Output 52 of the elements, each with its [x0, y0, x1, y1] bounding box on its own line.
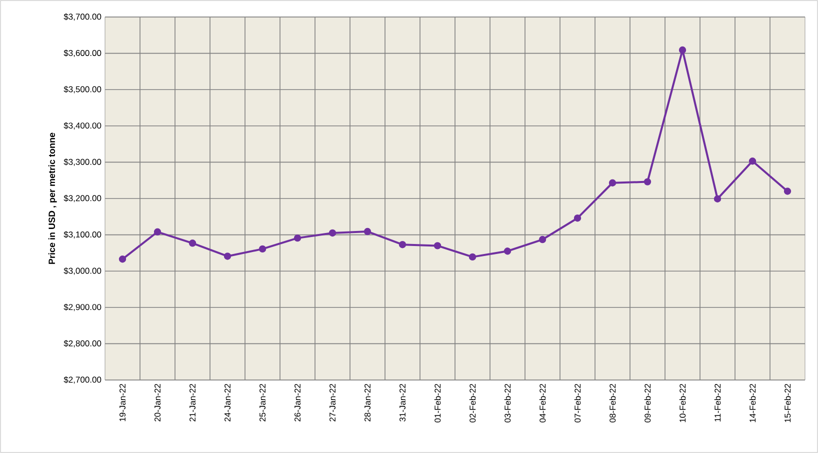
x-tick-label: 27-Jan-22 [330, 384, 336, 422]
x-tick-label: 28-Jan-22 [364, 384, 371, 422]
y-tick-label: $2,800.00 [64, 340, 102, 348]
point [678, 46, 686, 54]
x-tick-label: 04-Feb-22 [539, 384, 546, 422]
x-tick-label: 14-Feb-22 [749, 384, 756, 422]
y-tick-label: $3,300.00 [64, 158, 102, 166]
point [644, 178, 652, 186]
x-tick-label: 21-Jan-22 [190, 384, 196, 422]
point [154, 228, 162, 236]
point [294, 234, 302, 242]
x-tick-label: 31-Jan-22 [400, 384, 406, 422]
point [538, 236, 546, 244]
x-tick-label: 07-Feb-22 [574, 384, 581, 422]
x-tick-label: 25-Jan-22 [260, 384, 266, 422]
x-tick-label: 26-Jan-22 [294, 384, 301, 422]
y-tick-label: $3,400.00 [64, 122, 102, 130]
point [714, 195, 722, 202]
point [328, 229, 336, 237]
point [748, 158, 756, 165]
y-tick-label: $2,700.00 [64, 376, 102, 384]
y-tick-label: $3,100.00 [64, 231, 102, 238]
point [118, 256, 126, 263]
x-tick-label: 08-Feb-22 [609, 384, 616, 422]
point [784, 188, 792, 195]
x-tick-label: 19-Jan-22 [120, 384, 126, 422]
x-tick-label: 10-Feb-22 [679, 384, 686, 422]
x-tick-label: 03-Feb-22 [504, 384, 511, 422]
x-tick-label: 15-Feb-22 [784, 384, 791, 422]
x-tick-label: 11-Feb-22 [714, 384, 721, 422]
y-tick-label: $3,000.00 [64, 267, 102, 275]
y-tick-label: $2,900.00 [64, 304, 102, 312]
point [434, 242, 442, 250]
x-tick-label: 24-Jan-22 [224, 384, 231, 422]
point [608, 179, 616, 186]
y-tick-label: $3,700.00 [64, 13, 102, 21]
x-tick-label: 09-Feb-22 [644, 384, 651, 422]
x-tick-label: 20-Jan-22 [154, 384, 161, 422]
y-tick-label: $3,200.00 [64, 194, 102, 202]
point [468, 253, 476, 261]
point [224, 252, 232, 260]
x-tick-label: 02-Feb-22 [469, 384, 476, 422]
point [188, 240, 196, 247]
y-tick-label: $3,500.00 [64, 86, 102, 94]
point [364, 228, 372, 236]
point [504, 248, 512, 255]
y-axis-title: Price in USD , per metric tonne [48, 132, 57, 264]
x-tick-label: 01-Feb-22 [434, 384, 441, 422]
point [398, 241, 406, 248]
y-tick-label: $3,600.00 [64, 50, 102, 57]
point [574, 214, 582, 222]
point [258, 245, 266, 253]
